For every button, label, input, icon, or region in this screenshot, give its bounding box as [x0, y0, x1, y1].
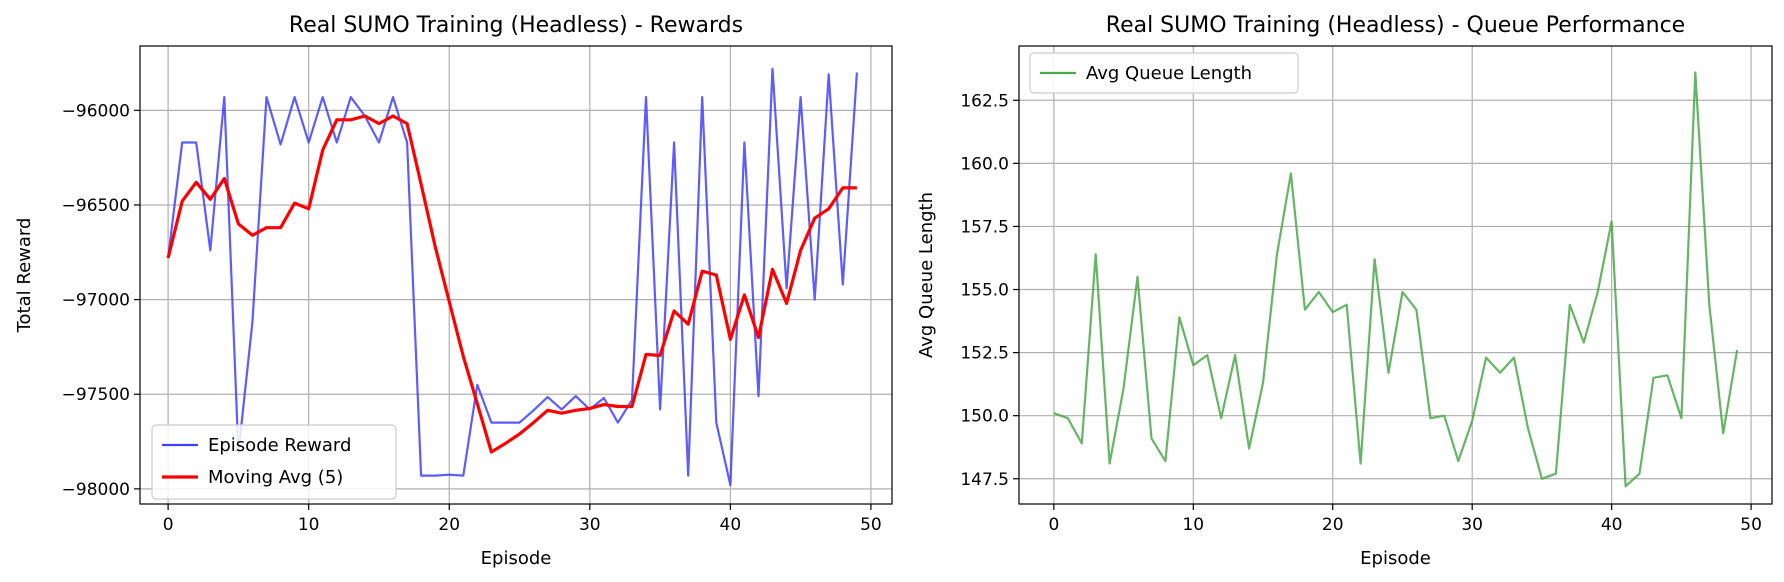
y-tick-label: −96000 [62, 101, 130, 121]
x-tick-label: 30 [579, 515, 601, 535]
y-tick-label: −97500 [62, 385, 130, 405]
x-tick-label: 40 [720, 515, 742, 535]
y-tick-label: 150.0 [960, 407, 1009, 427]
x-tick-label: 0 [163, 515, 174, 535]
legend-box [151, 424, 397, 500]
queue-chart: 0 10 20 30 40 50 147.5 150.0 152.5 155.0 157.5 160.… [916, 13, 1773, 569]
y-axis-label: Avg Queue Length [916, 192, 937, 358]
legend-label: Moving Avg (5) [208, 467, 343, 488]
x-tick-label: 20 [1322, 515, 1344, 535]
legend: Avg Queue Length [1029, 52, 1299, 94]
x-axis-label: Episode [481, 548, 552, 569]
chart-title: Real SUMO Training (Headless) - Queue Pe… [1106, 13, 1685, 38]
legend-label: Episode Reward [208, 435, 351, 456]
x-tick-label: 20 [438, 515, 460, 535]
series-line-episode-reward [167, 67, 858, 487]
chart-title: Real SUMO Training (Headless) - Rewards [289, 13, 743, 38]
legend-box [1029, 52, 1299, 94]
x-tick-label: 10 [1182, 515, 1204, 535]
series-line-moving-avg-5 [166, 114, 857, 454]
x-tick-label: 50 [1740, 515, 1762, 535]
x-tick-label: 40 [1601, 515, 1623, 535]
legend-label: Avg Queue Length [1086, 63, 1252, 84]
y-tick-label: 157.5 [960, 217, 1009, 237]
y-tick-label: 152.5 [960, 344, 1009, 364]
x-tick-label: 30 [1461, 515, 1483, 535]
x-axis-label: Episode [1360, 548, 1431, 569]
x-tick-label: 50 [860, 515, 882, 535]
y-axis-label: Total Reward [14, 218, 35, 334]
y-tick-label: 147.5 [960, 470, 1009, 490]
y-tick-label: 155.0 [960, 281, 1009, 301]
y-tick-label: 162.5 [960, 91, 1009, 111]
rewards-chart: 0 10 20 30 40 50 −98000 −97500 −97000 −96500 −9600… [14, 13, 893, 569]
x-tick-label: 10 [298, 515, 320, 535]
y-tick-label: −97000 [62, 291, 130, 311]
plot-frame [1018, 45, 1773, 505]
plot-frame [139, 45, 893, 505]
series-line-avg-queue-length [1053, 71, 1739, 488]
legend: Episode Reward Moving Avg (5) [151, 424, 397, 500]
y-tick-label: 160.0 [960, 154, 1009, 174]
x-tick-label: 0 [1048, 515, 1059, 535]
y-tick-label: −96500 [62, 196, 130, 216]
y-tick-label: −98000 [62, 480, 130, 500]
